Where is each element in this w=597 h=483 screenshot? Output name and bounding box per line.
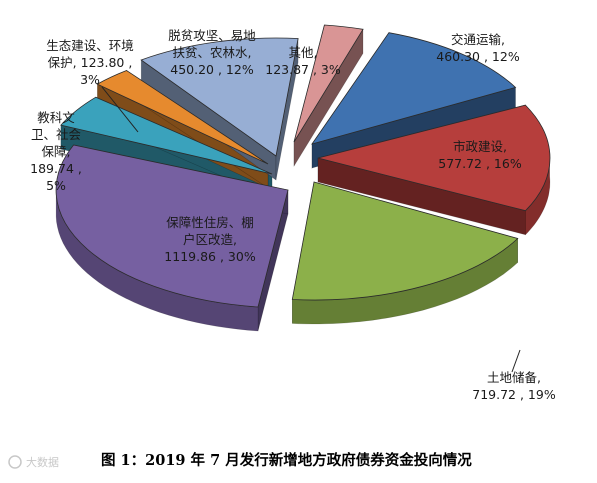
data-label-line: 保障性住房、棚 <box>166 215 254 230</box>
data-label-line: 交通运输, <box>451 32 505 47</box>
data-label-1: 交通运输, 460.30 , 12% <box>436 32 520 64</box>
data-label-line: 市政建设, <box>453 139 507 154</box>
data-label-line: 教科文 <box>37 110 75 125</box>
data-label-line: 土地储备, <box>487 370 541 385</box>
data-label-line: 其他, <box>289 45 318 60</box>
pie-slice-4 <box>55 144 289 308</box>
data-label-line: 3% <box>80 72 100 87</box>
data-label-8: 其他, 123.87 , 3% <box>265 45 341 77</box>
data-label-line: 脱贫攻坚、易地 <box>168 28 256 43</box>
pie-slice-3 <box>291 181 519 301</box>
leader-line <box>511 349 521 373</box>
chart-caption: 图 1：2019 年 7 月发行新增地方政府债券资金投向情况 <box>101 451 472 469</box>
data-label-line: 189.74 , <box>30 161 82 176</box>
watermark-text: 大数据 <box>26 455 59 469</box>
data-label-line: 生态建设、环境 <box>46 38 134 53</box>
data-label-line: 577.72 , 16% <box>438 156 522 171</box>
data-label-line: 1119.86 , 30% <box>164 249 256 264</box>
pie-slice-8 <box>293 24 364 143</box>
data-label-line: 123.87 , 3% <box>265 62 341 77</box>
pie-slice-7 <box>140 37 299 157</box>
leader-lines <box>101 86 521 373</box>
data-label-7: 脱贫攻坚、易地扶贫、农林水, 450.20 , 12% <box>168 28 256 77</box>
data-label-6: 生态建设、环境保护, 123.80 , 3% <box>46 38 134 87</box>
data-label-5: 教科文卫、社会保障, 189.74 , 5% <box>30 110 82 193</box>
data-label-line: 户区改造, <box>183 232 237 247</box>
leader-line <box>101 86 139 133</box>
pie-slice-1 <box>311 32 517 145</box>
data-label-line: 450.20 , 12% <box>170 62 254 77</box>
data-label-line: 保障, <box>42 144 71 159</box>
data-label-3: 土地储备, 719.72 , 19% <box>472 370 556 402</box>
data-label-line: 扶贫、农林水, <box>173 45 252 60</box>
data-label-2: 市政建设, 577.72 , 16% <box>438 139 522 171</box>
pie-slice-5 <box>60 96 273 175</box>
data-labels: 交通运输, 460.30 , 12% 市政建设, 577.72 , 16% 土地储备, 7… <box>30 28 556 402</box>
data-label-4: 保障性住房、棚户区改造, 1119.86 , 30% <box>164 215 256 264</box>
data-label-line: 5% <box>46 178 66 193</box>
data-label-line: 460.30 , 12% <box>436 49 520 64</box>
watermark-icon <box>8 455 22 469</box>
data-label-line: 719.72 , 19% <box>472 387 556 402</box>
data-label-line: 保护, 123.80 , <box>48 55 133 70</box>
pie-slice-6 <box>96 70 269 165</box>
data-label-line: 卫、社会 <box>31 127 82 142</box>
pie-tops <box>55 24 551 308</box>
watermark: 大数据 <box>8 455 59 469</box>
pie-slice-2 <box>317 104 551 212</box>
